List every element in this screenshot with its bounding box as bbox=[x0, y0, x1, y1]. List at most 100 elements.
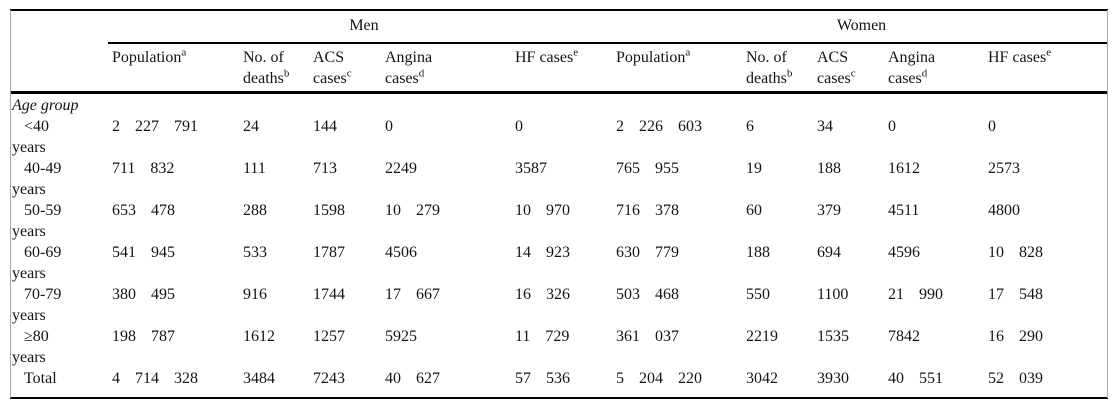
value-cell: 111 bbox=[243, 160, 266, 177]
value-cell: 2219 bbox=[746, 328, 778, 345]
value-cell: 11 729 bbox=[515, 328, 570, 345]
value-cell: 4511 bbox=[888, 202, 920, 219]
table-row: <40 years 2 227 791 24 144 0 0 2 226 603 6 34 0 0 bbox=[12, 116, 1107, 158]
value-cell: 14 923 bbox=[515, 244, 570, 261]
footnote-marker: e bbox=[1046, 46, 1052, 59]
header-bottom-rule bbox=[10, 91, 1108, 94]
value-cell: 19 bbox=[746, 160, 762, 177]
value-cell: 17 548 bbox=[988, 286, 1043, 303]
footnote-marker: c bbox=[346, 67, 352, 80]
group-header-men: Men bbox=[349, 17, 379, 34]
value-cell: 1100 bbox=[817, 286, 849, 303]
column-header: No. of deathsb bbox=[746, 49, 793, 87]
row-label: 40-49 years bbox=[12, 160, 62, 198]
row-label: 60-69 years bbox=[12, 244, 62, 282]
footnote-marker: d bbox=[921, 67, 928, 80]
value-cell: 10 828 bbox=[988, 244, 1043, 261]
value-cell: 1598 bbox=[313, 202, 345, 219]
value-cell: 5 204 220 bbox=[616, 370, 702, 387]
footnote-marker: d bbox=[418, 67, 425, 80]
value-cell: 0 bbox=[385, 118, 393, 135]
row-label: Total bbox=[24, 370, 57, 387]
subheader-row: Populationa No. of deathsb ACS casesc Angina c… bbox=[12, 47, 1107, 89]
value-cell: 4800 bbox=[988, 202, 1020, 219]
value-cell: 4596 bbox=[888, 244, 920, 261]
value-cell: 2 227 791 bbox=[112, 118, 198, 135]
value-cell: 10 279 bbox=[385, 202, 440, 219]
value-cell: 1787 bbox=[313, 244, 345, 261]
table-left-border bbox=[10, 10, 11, 398]
value-cell: 716 378 bbox=[616, 202, 679, 219]
value-cell: 550 bbox=[746, 286, 770, 303]
value-cell: 198 787 bbox=[112, 328, 175, 345]
value-cell: 3587 bbox=[515, 160, 547, 177]
value-cell: 34 bbox=[817, 118, 833, 135]
value-cell: 188 bbox=[746, 244, 770, 261]
table-bottom-rule bbox=[10, 397, 1108, 399]
table-body: Age group <40 years 2 227 791 24 144 0 0 2 226 … bbox=[12, 95, 1107, 389]
column-header: HF casese bbox=[515, 46, 579, 66]
row-label: 70-79 years bbox=[12, 286, 62, 324]
footnote-marker: a bbox=[181, 46, 187, 59]
value-cell: 2249 bbox=[385, 160, 417, 177]
value-cell: 0 bbox=[888, 118, 896, 135]
value-cell: 503 468 bbox=[616, 286, 679, 303]
table-row: 40-49 years 711 832 111 713 2249 3587 765 955 19… bbox=[12, 158, 1107, 200]
value-cell: 0 bbox=[515, 118, 523, 135]
value-cell: 361 037 bbox=[616, 328, 679, 345]
value-cell: 144 bbox=[313, 118, 337, 135]
table-row: Total 4 714 328 3484 7243 40 627 57 536 5 204 … bbox=[12, 368, 1107, 389]
value-cell: 379 bbox=[817, 202, 841, 219]
value-cell: 380 495 bbox=[112, 286, 175, 303]
value-cell: 4 714 328 bbox=[112, 370, 198, 387]
table-top-rule bbox=[10, 9, 1108, 11]
value-cell: 16 290 bbox=[988, 328, 1043, 345]
value-cell: 1744 bbox=[313, 286, 345, 303]
group-header-underline-rule bbox=[108, 42, 1108, 44]
column-header: Populationa bbox=[616, 46, 691, 66]
value-cell: 3042 bbox=[746, 370, 778, 387]
column-header: HF casese bbox=[988, 46, 1052, 66]
table-row: 50-59 years 653 478 288 1598 10 279 10 970 716 … bbox=[12, 200, 1107, 242]
value-cell: 2 226 603 bbox=[616, 118, 702, 135]
value-cell: 40 551 bbox=[888, 370, 943, 387]
value-cell: 6 bbox=[746, 118, 754, 135]
value-cell: 1257 bbox=[313, 328, 345, 345]
value-cell: 3930 bbox=[817, 370, 849, 387]
value-cell: 57 536 bbox=[515, 370, 570, 387]
section-row: Age group bbox=[12, 95, 1107, 116]
value-cell: 5925 bbox=[385, 328, 417, 345]
column-header: No. of deathsb bbox=[243, 49, 290, 87]
row-label: ≥80 years bbox=[12, 328, 49, 366]
value-cell: 3484 bbox=[243, 370, 275, 387]
value-cell: 630 779 bbox=[616, 244, 679, 261]
table-row: 60-69 years 541 945 533 1787 4506 14 923 630 77… bbox=[12, 242, 1107, 284]
row-label: 50-59 years bbox=[12, 202, 62, 240]
footnote-marker: c bbox=[850, 67, 856, 80]
column-header: Angina casesd bbox=[888, 49, 936, 87]
value-cell: 17 667 bbox=[385, 286, 440, 303]
value-cell: 1612 bbox=[888, 160, 920, 177]
table-row: 70-79 years 380 495 916 1744 17 667 16 326 503 … bbox=[12, 284, 1107, 326]
column-header: ACS casesc bbox=[313, 49, 352, 87]
column-header: ACS casesc bbox=[817, 49, 856, 87]
footnote-marker: e bbox=[573, 46, 579, 59]
value-cell: 2573 bbox=[988, 160, 1020, 177]
column-header: Populationa bbox=[112, 46, 187, 66]
value-cell: 0 bbox=[988, 118, 996, 135]
value-cell: 10 970 bbox=[515, 202, 570, 219]
value-cell: 713 bbox=[313, 160, 337, 177]
value-cell: 541 945 bbox=[112, 244, 175, 261]
footnote-marker: b bbox=[786, 67, 793, 80]
footnote-marker: a bbox=[685, 46, 691, 59]
value-cell: 60 bbox=[746, 202, 762, 219]
value-cell: 16 326 bbox=[515, 286, 570, 303]
value-cell: 4506 bbox=[385, 244, 417, 261]
value-cell: 711 832 bbox=[112, 160, 175, 177]
value-cell: 21 990 bbox=[888, 286, 943, 303]
column-header: Angina casesd bbox=[385, 49, 433, 87]
value-cell: 533 bbox=[243, 244, 267, 261]
table-right-border bbox=[1107, 10, 1108, 398]
value-cell: 694 bbox=[817, 244, 841, 261]
value-cell: 1612 bbox=[243, 328, 275, 345]
